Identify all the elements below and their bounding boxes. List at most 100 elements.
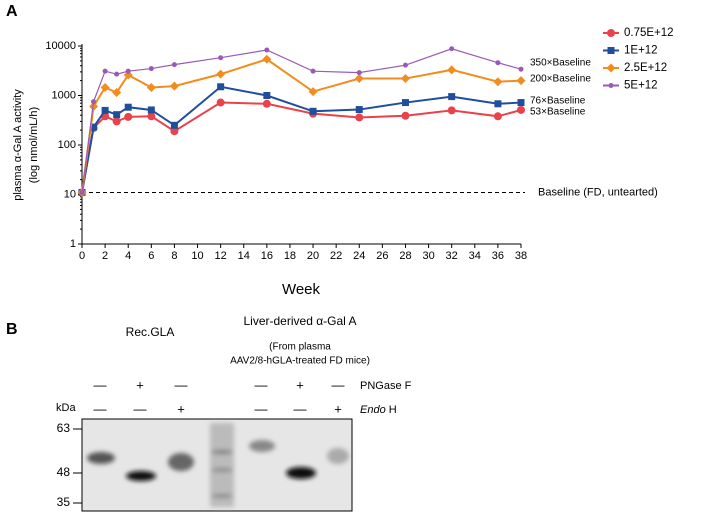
- treatment-sign: +: [136, 377, 144, 392]
- y-tick-label: 1: [70, 238, 76, 250]
- marker: [447, 65, 457, 75]
- x-tick-label: 4: [125, 250, 131, 262]
- treatment-sign: +: [296, 377, 304, 392]
- treatment-label: H: [389, 404, 397, 416]
- marker: [402, 62, 408, 68]
- marker: [518, 66, 524, 72]
- marker: [90, 123, 98, 131]
- x-tick-label: 16: [261, 250, 273, 262]
- annotation: 53×Baseline: [530, 107, 586, 118]
- group-label: Rec.GLA: [126, 325, 175, 339]
- ladder-band: [211, 468, 233, 472]
- marker: [449, 46, 455, 52]
- marker: [123, 70, 133, 80]
- size-marker: 35: [57, 495, 71, 509]
- band: [168, 453, 194, 471]
- treatment-sign: —: [94, 401, 107, 416]
- marker: [113, 111, 121, 119]
- marker: [171, 62, 177, 68]
- panel-label: A: [6, 3, 18, 20]
- y-tick-label: 100: [58, 139, 76, 151]
- x-axis-label: Week: [282, 281, 321, 298]
- treatment-sign: —: [134, 401, 147, 416]
- series-line: [81, 58, 522, 193]
- marker: [607, 47, 615, 54]
- marker: [170, 127, 179, 136]
- marker: [89, 101, 99, 111]
- marker: [493, 77, 503, 87]
- treatment-sign: —: [175, 377, 188, 392]
- size-marker: 63: [57, 421, 71, 435]
- band: [286, 467, 316, 479]
- marker: [262, 99, 271, 108]
- legend-label: 0.75E+12: [624, 27, 674, 39]
- x-tick-label: 14: [238, 250, 250, 262]
- x-tick-label: 18: [284, 250, 296, 262]
- x-tick-label: 6: [148, 250, 154, 262]
- treatment-sign: +: [177, 401, 185, 416]
- x-tick-label: 8: [171, 250, 177, 262]
- marker: [146, 83, 156, 93]
- marker: [447, 106, 456, 115]
- panel-label: B: [6, 321, 18, 338]
- marker: [263, 92, 271, 99]
- marker: [124, 103, 132, 111]
- marker: [148, 66, 154, 72]
- marker: [216, 69, 226, 79]
- x-tick-label: 24: [353, 250, 365, 262]
- y-axis-label: plasma α-Gal A activity: [12, 89, 24, 201]
- marker: [218, 55, 224, 61]
- marker: [356, 70, 362, 76]
- treatment-label: Endo: [360, 404, 386, 416]
- marker: [125, 68, 131, 74]
- marker: [124, 112, 133, 121]
- bands: [87, 423, 349, 507]
- marker: [448, 93, 456, 101]
- marker: [355, 106, 363, 114]
- marker: [308, 87, 318, 97]
- marker: [114, 71, 120, 77]
- annotation: 350×Baseline: [530, 58, 591, 69]
- marker: [79, 189, 85, 195]
- marker: [355, 113, 364, 122]
- marker: [401, 111, 410, 120]
- marker: [607, 29, 615, 37]
- band: [327, 448, 349, 464]
- series-line: [81, 85, 522, 193]
- size-marker: 48: [57, 465, 71, 479]
- marker: [310, 68, 316, 74]
- group-note: AAV2/8-hGLA-treated FD mice): [230, 356, 370, 367]
- band: [126, 471, 156, 481]
- band: [249, 440, 275, 452]
- ladder: [210, 423, 234, 507]
- x-tick-label: 0: [79, 250, 85, 262]
- marker: [401, 99, 409, 107]
- treatment-sign: —: [332, 377, 345, 392]
- marker: [147, 112, 156, 121]
- marker: [262, 54, 272, 64]
- marker: [170, 121, 178, 129]
- marker: [606, 63, 616, 73]
- y-tick-label: 10000: [45, 40, 76, 52]
- marker: [354, 74, 364, 84]
- baseline-label: Baseline (FD, untearted): [538, 186, 658, 198]
- treatment-label: PNGase F: [360, 380, 412, 392]
- x-tick-label: 12: [215, 250, 227, 262]
- unit-label: kDa: [56, 402, 76, 414]
- marker: [400, 74, 410, 84]
- marker: [495, 60, 501, 66]
- marker: [101, 106, 109, 114]
- x-tick-label: 28: [399, 250, 411, 262]
- x-tick-label: 2: [102, 250, 108, 262]
- marker: [264, 47, 270, 53]
- treatment-sign: +: [334, 401, 342, 416]
- group-label: Liver-derived α-Gal A: [244, 314, 357, 328]
- x-tick-label: 26: [376, 250, 388, 262]
- marker: [494, 100, 502, 108]
- group-note: (From plasma: [269, 342, 331, 353]
- marker: [216, 98, 225, 107]
- y-tick-label: 1000: [52, 89, 76, 101]
- marker: [112, 87, 122, 97]
- y-axis-label: (log nmol/mL/h): [28, 107, 40, 183]
- x-tick-label: 36: [492, 250, 504, 262]
